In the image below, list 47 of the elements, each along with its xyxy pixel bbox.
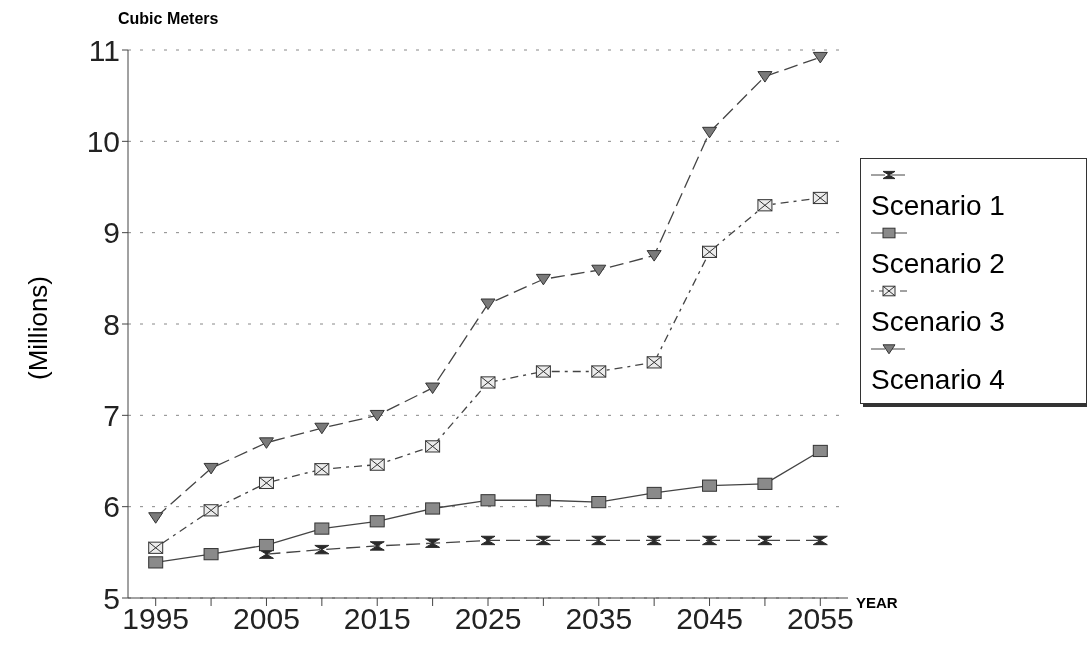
- point: [480, 298, 496, 311]
- point: [203, 462, 219, 475]
- legend-label: Scenario 4: [871, 363, 1006, 397]
- point: [148, 512, 164, 524]
- chart-title: Cubic Meters: [118, 10, 219, 28]
- point: [646, 486, 662, 500]
- y-tick-label: 6: [103, 490, 120, 524]
- point: [369, 515, 385, 528]
- point: [425, 382, 441, 395]
- point: [203, 548, 219, 561]
- point: [812, 444, 828, 458]
- point: [591, 496, 607, 509]
- point: [258, 437, 274, 449]
- y-tick-label: 11: [88, 33, 120, 67]
- y-axis-title: (Millions): [22, 276, 54, 380]
- x-tick-label: 2045: [676, 602, 743, 636]
- point: [646, 250, 662, 262]
- point: [812, 51, 828, 64]
- point: [757, 477, 773, 490]
- legend-label: Scenario 1: [871, 189, 1006, 223]
- x-tick-label: 2005: [233, 602, 300, 636]
- x-tick-label: 2015: [343, 602, 411, 636]
- legend-label: Scenario 3: [871, 305, 1006, 339]
- point: [535, 494, 551, 507]
- x-axis-title: YEAR: [856, 594, 898, 611]
- y-tick-label: 10: [86, 124, 120, 158]
- point: [480, 494, 496, 507]
- x-tick-label: 2035: [565, 602, 633, 636]
- point: [757, 71, 773, 83]
- point: [314, 522, 330, 535]
- point: [425, 502, 441, 515]
- legend-label: Scenario 2: [871, 247, 1006, 281]
- y-tick-label: 7: [103, 398, 120, 432]
- x-tick-label: 2025: [454, 602, 522, 636]
- point: [148, 556, 164, 569]
- point: [314, 422, 330, 435]
- point: [369, 409, 385, 422]
- point: [535, 273, 551, 286]
- point: [591, 264, 607, 277]
- point: [702, 479, 718, 492]
- y-tick-label: 5: [103, 581, 120, 615]
- point: [702, 126, 718, 139]
- x-tick-label: 1995: [122, 602, 190, 636]
- y-tick-label: 9: [103, 216, 120, 250]
- point: [258, 538, 274, 552]
- y-tick-label: 8: [103, 307, 120, 341]
- x-tick-label: 2055: [786, 602, 854, 636]
